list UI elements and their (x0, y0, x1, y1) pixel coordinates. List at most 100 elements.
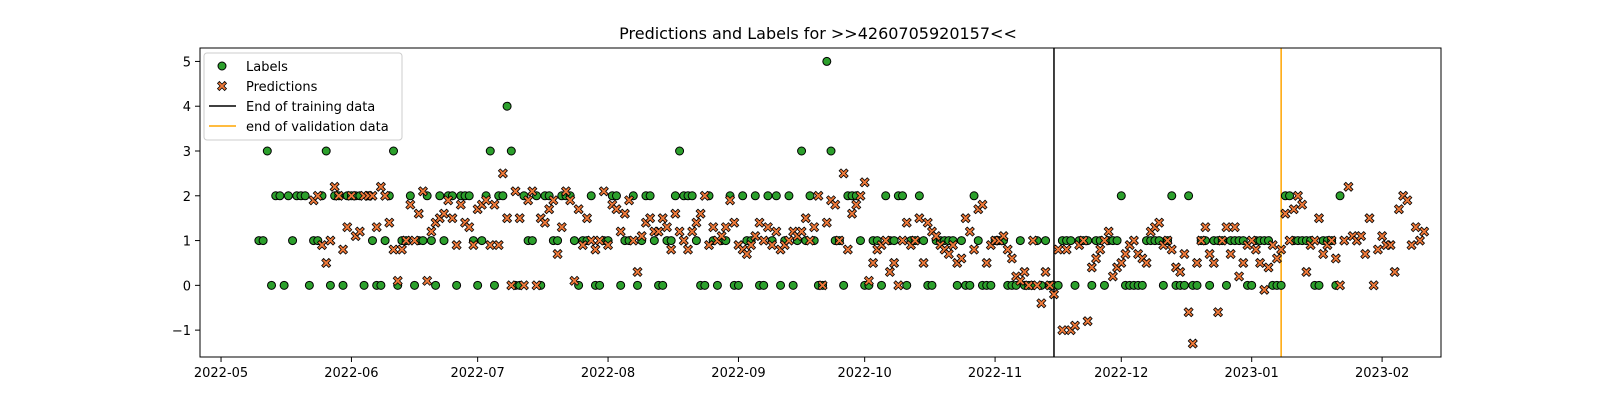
prediction-point (556, 222, 567, 233)
label-point (498, 191, 508, 201)
prediction-point (804, 235, 816, 246)
label-point (338, 280, 348, 290)
label-point (426, 236, 436, 246)
label-point (1205, 280, 1215, 290)
prediction-point (741, 248, 752, 260)
prediction-point (531, 280, 542, 291)
prediction-point (1385, 239, 1396, 251)
label-point (986, 280, 996, 290)
prediction-point (1280, 208, 1291, 219)
legend: Labels Predictions End of training data end… (203, 52, 403, 141)
prediction-point (1120, 248, 1131, 260)
x-tick-label: 2022-10 (838, 366, 892, 381)
series-predictions (308, 168, 1430, 349)
prediction-point (1006, 253, 1017, 264)
prediction-point (1402, 195, 1413, 206)
prediction-point (405, 199, 416, 210)
prediction-point (380, 190, 391, 201)
label-point (1179, 280, 1189, 290)
prediction-point (678, 235, 689, 246)
prediction-point (337, 244, 349, 255)
prediction-point (817, 280, 828, 291)
prediction-point (754, 217, 765, 228)
prediction-point (590, 244, 601, 255)
prediction-point (1393, 204, 1404, 215)
label-point (359, 280, 369, 290)
label-point (712, 280, 722, 290)
prediction-point (956, 253, 967, 264)
prediction-point (977, 199, 988, 210)
prediction-point (968, 244, 980, 255)
label-point (300, 191, 310, 201)
prediction-point (724, 195, 736, 206)
prediction-point (1183, 307, 1194, 318)
label-point (1087, 280, 1097, 290)
prediction-point (426, 226, 437, 237)
label-point (367, 236, 377, 246)
prediction-point (657, 213, 668, 224)
prediction-point (813, 190, 824, 201)
label-point (973, 236, 983, 246)
label-point (1192, 280, 1202, 290)
y-tick-label: 5 (183, 55, 191, 70)
prediction-point (523, 195, 534, 206)
prediction-point (762, 222, 773, 233)
prediction-point (438, 208, 450, 219)
prediction-point (851, 199, 862, 210)
prediction-point (914, 213, 925, 224)
prediction-point (1116, 257, 1127, 269)
prediction-point (497, 168, 508, 179)
prediction-point (653, 226, 664, 237)
prediction-point (645, 213, 656, 224)
prediction-point (1019, 266, 1030, 277)
label-point (418, 236, 428, 246)
label-point (586, 191, 596, 201)
prediction-point (1204, 248, 1215, 260)
label-point (1041, 236, 1051, 246)
prediction-point (1191, 257, 1203, 269)
label-point (321, 146, 331, 156)
prediction-point (695, 208, 706, 219)
prediction-point (981, 257, 992, 269)
prediction-point (859, 177, 870, 188)
label-point (1137, 280, 1147, 290)
label-point (1015, 236, 1025, 246)
plot-area (254, 48, 1430, 357)
label-point (304, 280, 314, 290)
prediction-point (947, 239, 959, 251)
legend-marker-predictions (216, 80, 228, 92)
prediction-point (830, 199, 841, 210)
label-point (1285, 191, 1295, 201)
label-point (1184, 191, 1194, 201)
prediction-point (960, 213, 971, 224)
prediction-point (1044, 280, 1055, 291)
legend-label: end of validation data (246, 120, 389, 135)
prediction-point (1318, 248, 1329, 260)
label-point (784, 191, 794, 201)
label-point (633, 280, 643, 290)
label-point (380, 236, 390, 246)
prediction-point (1326, 235, 1337, 246)
prediction-point (333, 190, 344, 201)
prediction-point (1368, 280, 1379, 291)
prediction-point (312, 190, 323, 201)
prediction-point (388, 244, 399, 255)
prediction-point (375, 181, 386, 192)
label-point (1053, 280, 1063, 290)
prediction-point (560, 186, 572, 197)
label-point (759, 280, 769, 290)
label-point (485, 146, 495, 156)
label-point (279, 280, 289, 290)
prediction-point (682, 244, 694, 255)
label-point (956, 236, 966, 246)
label-point (771, 191, 781, 201)
prediction-point (316, 239, 328, 251)
prediction-point (1356, 231, 1367, 242)
label-point (889, 236, 899, 246)
label-point (288, 236, 298, 246)
legend-label: End of training data (246, 100, 375, 115)
prediction-point (897, 235, 908, 246)
prediction-point (1179, 248, 1190, 260)
label-point (691, 236, 701, 246)
x-axis: 2022-05 2022-06 2022-07 2022-08 2022-09 2022-… (194, 357, 1409, 381)
